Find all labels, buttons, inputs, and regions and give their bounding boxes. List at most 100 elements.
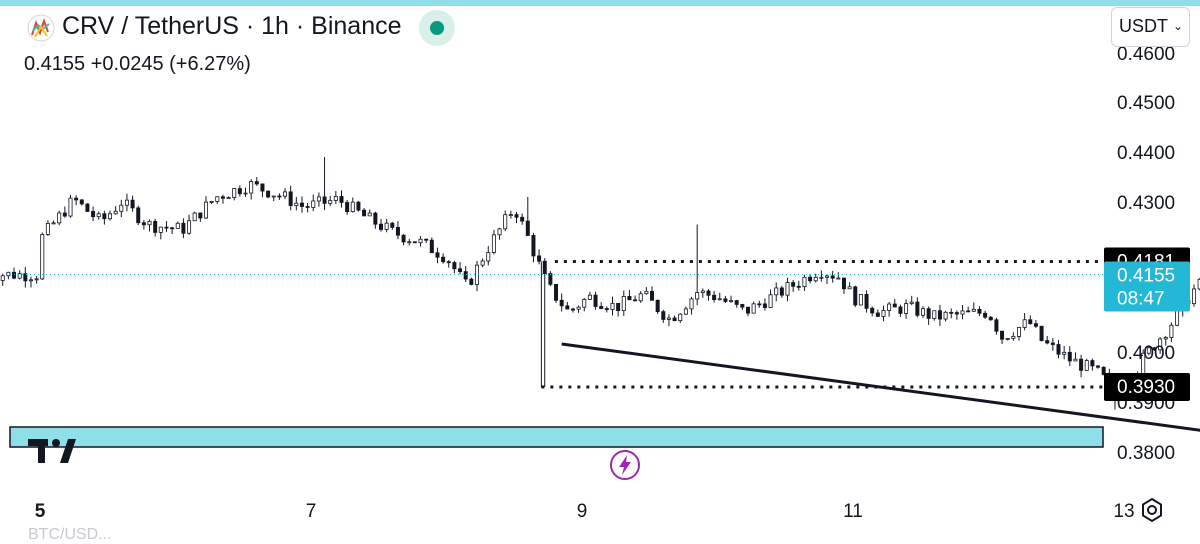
candle-body: [328, 200, 333, 204]
candle: [757, 300, 762, 308]
candle-body: [892, 303, 897, 308]
candle: [1090, 358, 1095, 371]
candle: [1152, 346, 1157, 352]
candle-body: [853, 286, 858, 306]
candle-body: [937, 310, 942, 320]
candle: [661, 309, 666, 323]
candle-body: [469, 278, 474, 285]
candle-body: [1033, 323, 1038, 327]
candle: [745, 306, 750, 317]
candle: [147, 219, 152, 232]
candle: [373, 211, 378, 229]
candle-body: [847, 286, 852, 290]
candle: [412, 241, 417, 244]
candle-body: [497, 228, 502, 236]
candle: [192, 211, 197, 222]
candle: [62, 206, 67, 218]
price-tag: [1104, 261, 1190, 312]
candle: [198, 212, 203, 222]
candle-body: [429, 239, 434, 254]
candle-body: [604, 308, 609, 310]
candle: [655, 299, 660, 314]
candle-body: [153, 220, 158, 233]
candle: [808, 274, 813, 284]
candle-body: [683, 308, 688, 315]
candle: [79, 198, 84, 206]
candle: [283, 188, 288, 200]
candle-body: [723, 298, 728, 302]
candle-body: [277, 195, 282, 198]
candle-body: [260, 183, 265, 192]
candle-body: [548, 273, 553, 285]
candle-body: [390, 222, 395, 228]
candle-body: [1146, 347, 1151, 354]
candle: [203, 196, 208, 220]
candle: [474, 260, 479, 292]
candle-body: [198, 212, 203, 219]
gear-icon[interactable]: [1139, 497, 1165, 523]
candle: [260, 183, 265, 198]
candle-body: [384, 222, 389, 230]
x-tick-label: 5: [35, 501, 46, 522]
candle-body: [23, 273, 28, 282]
market-status-dot[interactable]: [419, 10, 455, 46]
candle: [452, 260, 457, 274]
candle-body: [599, 306, 604, 309]
candle: [644, 287, 649, 295]
candle-body: [994, 319, 999, 332]
candle: [514, 211, 519, 224]
candle-body: [988, 316, 993, 321]
candle: [932, 310, 937, 321]
candle-body: [678, 313, 683, 322]
candle: [390, 221, 395, 230]
candle: [599, 302, 604, 310]
candle-body: [458, 268, 463, 272]
candle: [988, 316, 993, 321]
candle-body: [130, 199, 135, 209]
candle-body: [565, 305, 570, 310]
price-tag-label: 0.3930: [1117, 377, 1175, 398]
candle-body: [1028, 319, 1033, 325]
symbol-title[interactable]: CRV / TetherUS · 1h · Binance: [62, 12, 402, 40]
candle: [68, 194, 73, 218]
candle: [740, 303, 745, 310]
candle: [633, 295, 638, 302]
candle: [937, 304, 942, 326]
candle-body: [17, 273, 22, 279]
candle: [1005, 337, 1010, 341]
candle: [446, 260, 451, 268]
candle: [113, 206, 118, 215]
candle: [0, 273, 5, 286]
candle: [108, 210, 113, 221]
candle-body: [373, 212, 378, 225]
candle: [1067, 346, 1072, 367]
candle-body: [1090, 360, 1095, 367]
candle-body: [689, 298, 694, 310]
candle: [774, 282, 779, 302]
candle-body: [977, 308, 982, 314]
candle: [587, 291, 592, 301]
candle-body: [192, 212, 197, 222]
candle-body: [203, 201, 208, 219]
candle: [486, 246, 491, 266]
candle: [898, 304, 903, 317]
candle-body: [531, 235, 536, 257]
candle-body: [96, 213, 101, 218]
candle: [582, 297, 587, 312]
candle: [1101, 366, 1106, 376]
candle: [1016, 326, 1021, 341]
candle-body: [40, 234, 45, 280]
candle-body: [695, 292, 700, 300]
candle: [299, 196, 304, 213]
candle: [525, 197, 530, 237]
candle-body: [333, 196, 338, 201]
flash-icon[interactable]: [609, 449, 641, 481]
candle: [672, 315, 677, 322]
candle-body: [401, 234, 406, 243]
candle-body: [554, 283, 559, 301]
x-tick-label: 9: [577, 501, 588, 522]
candle: [734, 299, 739, 308]
currency-selector[interactable]: USDT ⌄: [1111, 7, 1190, 47]
candle: [491, 229, 496, 255]
